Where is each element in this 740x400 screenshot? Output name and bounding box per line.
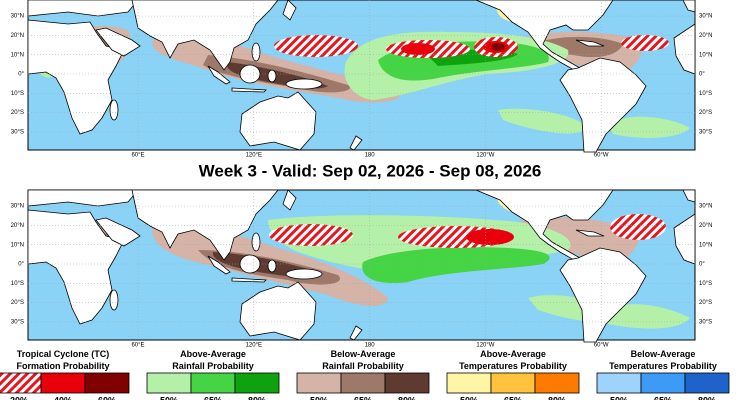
lat-label-left: 20°S [11,300,24,306]
legend-swatch [340,372,386,394]
legend-swatch [534,372,580,394]
lon-label: 120°W [476,343,494,349]
lat-label-left: 10°N [11,242,24,248]
lat-label-left: 30°N [11,204,24,210]
lat-label-right: 0° [699,262,705,268]
lat-label-right: 20°S [699,110,712,116]
legend-title: Temperatures Probability [609,361,717,371]
lat-label-left: 30°N [11,14,24,20]
lon-label: 120°E [246,343,262,349]
legend-level: 60% [98,395,116,400]
lon-label: 60°E [131,153,144,159]
lat-label-right: 20°N [699,223,712,229]
legend-swatch [234,372,280,394]
map-panel-bottom: 30°N 30°N 20°N 20°N 10°N 10°N 0° 0° 10°S 10°S 20°S… [11,189,712,349]
legend-level: 65% [204,395,222,400]
title: Week 3 - Valid: Sep 02, 2026 - Sep 08, 2… [199,161,542,180]
lat-label-right: 10°N [699,52,712,58]
legend-title: Above-Average [180,349,246,359]
lon-label: 120°E [246,153,262,159]
legend-level: 80% [248,395,266,400]
lon-label: 120°W [476,153,494,159]
lat-label-right: 30°N [699,204,712,210]
lon-label: 180 [365,343,376,349]
lat-label-left: 10°S [11,91,24,97]
lat-label-left: 10°N [11,52,24,58]
lon-label: 60°E [131,343,144,349]
map-panel-top: 30°N 30°N 20°N 20°N 10°N 10°N 0° 0° 10°S 10°S 20°S… [11,0,712,159]
legend-level: 65% [504,395,522,400]
lat-label-left: 0° [18,262,24,268]
legend-swatch [596,372,642,394]
legend-swatch [0,372,42,394]
legend-title: Below-Average [631,349,696,359]
legend: Tropical Cyclone (TC) Formation Probabili… [0,349,730,400]
lat-label-left: 0° [18,72,24,78]
lat-label-right: 10°S [699,281,712,287]
legend-title: Above-Average [480,349,546,359]
legend-level: 20% [10,395,28,400]
legend-title: Below-Average [331,349,396,359]
legend-title: Rainfall Probability [322,361,404,371]
legend-level: 80% [398,395,416,400]
lat-label-left: 20°N [11,223,24,229]
lat-label-right: 0° [699,72,705,78]
legend-level: 65% [354,395,372,400]
legend-title: Rainfall Probability [172,361,254,371]
legend-level: 80% [548,395,566,400]
legend-title: Temperatures Probability [459,361,567,371]
lat-label-right: 30°N [699,14,712,20]
legend-swatch [84,372,130,394]
legend-swatch [446,372,492,394]
legend-level: 50% [310,395,328,400]
lat-label-right: 30°S [699,319,712,325]
lon-label: 60°W [594,153,609,159]
legend-swatch [684,372,730,394]
legend-swatch [384,372,430,394]
legend-swatch [40,372,86,394]
lat-label-left: 20°S [11,110,24,116]
lon-label: 60°W [594,343,609,349]
lat-label-right: 10°S [699,91,712,97]
legend-level: 50% [610,395,628,400]
legend-swatch [190,372,236,394]
lat-label-left: 30°S [11,319,24,325]
legend-title: Formation Probability [16,361,109,371]
legend-level: 50% [460,395,478,400]
legend-level: 40% [54,395,72,400]
legend-level: 50% [160,395,178,400]
lon-label: 180 [365,153,376,159]
lat-label-right: 30°S [699,129,712,135]
lat-label-left: 20°N [11,33,24,39]
lat-label-left: 30°S [11,129,24,135]
legend-swatch [490,372,536,394]
legend-title: Tropical Cyclone (TC) [17,349,110,359]
legend-level: 65% [654,395,672,400]
lat-label-right: 20°N [699,33,712,39]
lat-label-right: 10°N [699,242,712,248]
legend-level: 80% [698,395,716,400]
lat-label-right: 20°S [699,300,712,306]
legend-swatch [146,372,192,394]
legend-swatch [296,372,342,394]
legend-swatch [640,372,686,394]
lat-label-left: 10°S [11,281,24,287]
